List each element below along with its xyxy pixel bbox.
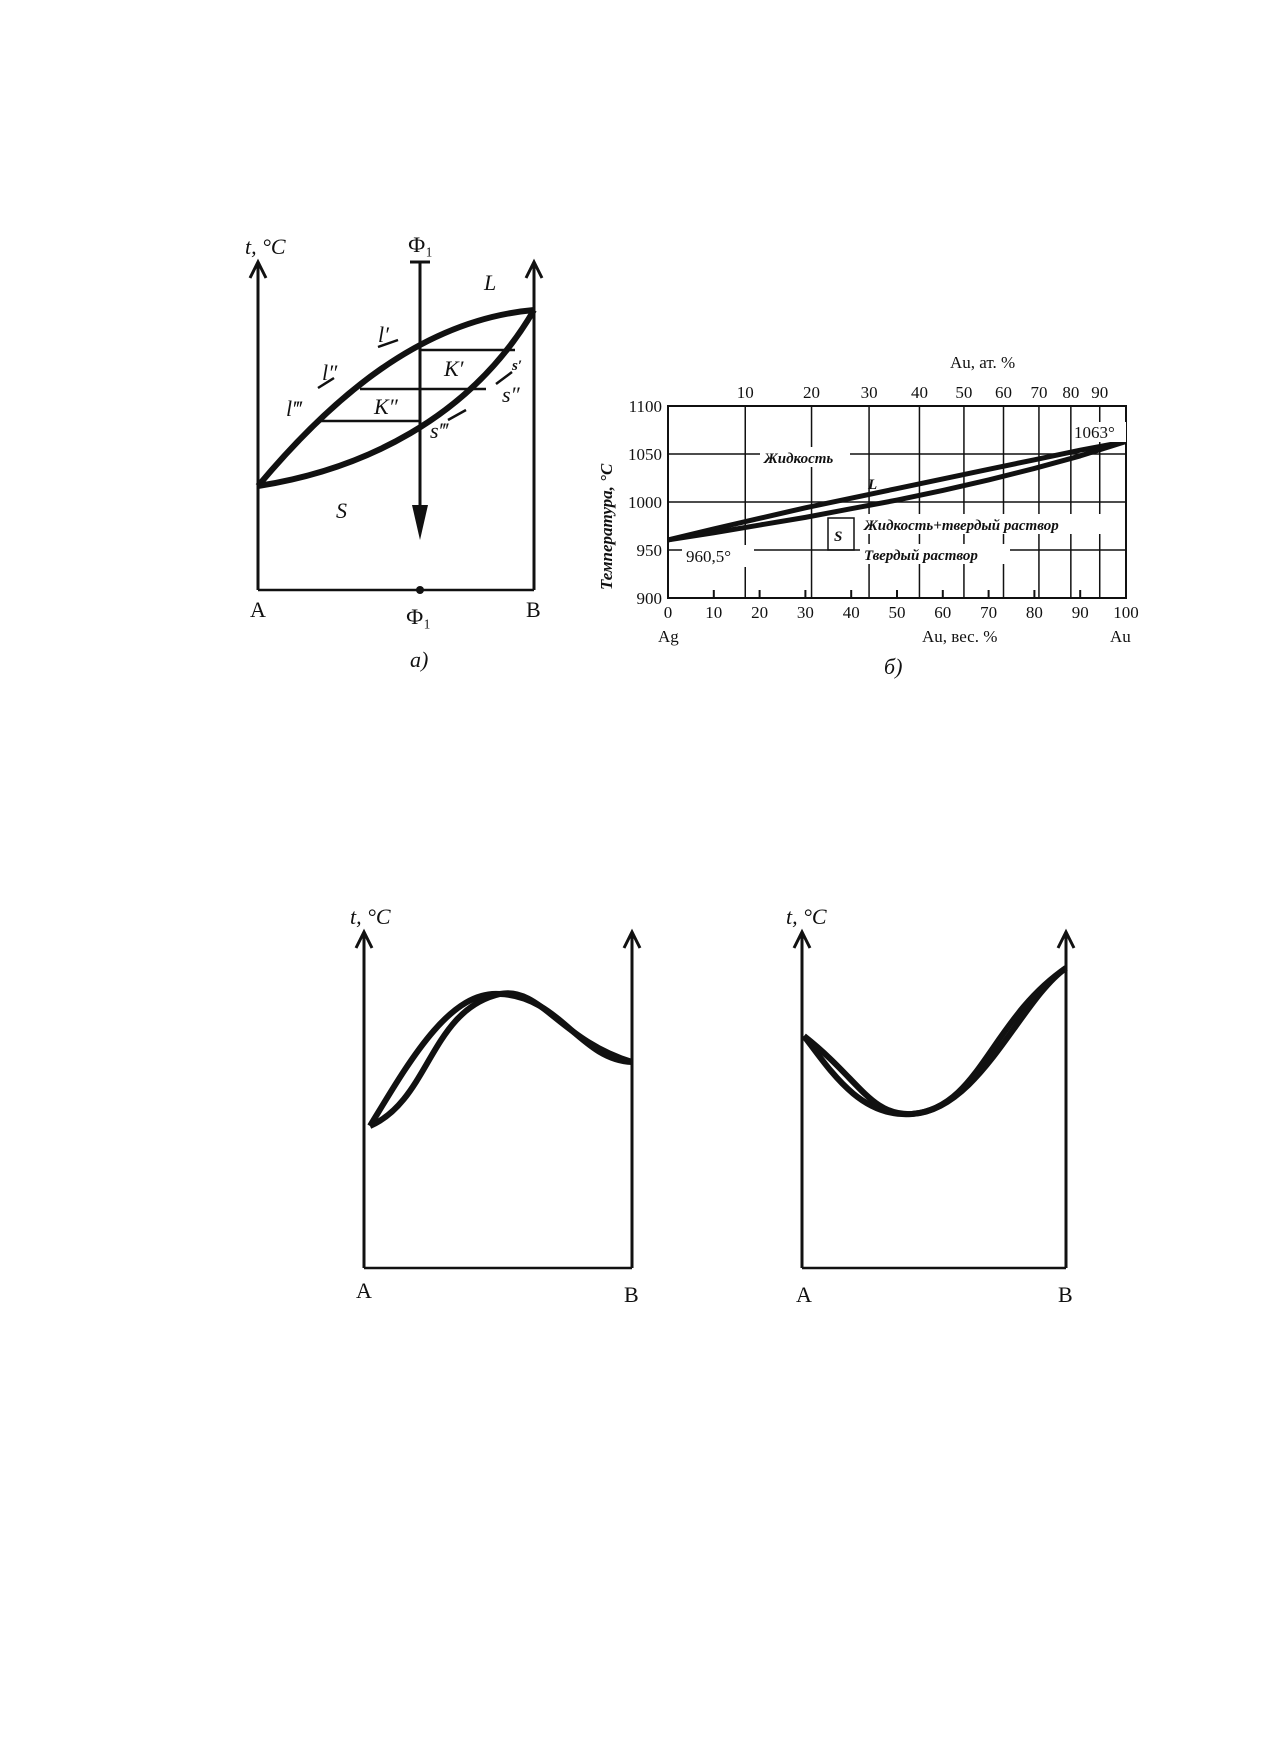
- b-top-tick-label-7: 80: [1062, 383, 1079, 402]
- b-top-tick-label-4: 50: [955, 383, 972, 402]
- c-y-axis-left-arrow: [354, 928, 374, 949]
- figure-c: t, °C A B: [350, 904, 642, 1307]
- d-y-axis-right-arrow: [1056, 928, 1076, 949]
- b-mark-S: S: [834, 529, 842, 545]
- b-top-tick-label-0: 10: [737, 383, 754, 402]
- b-x-tick-label-7: 70: [980, 603, 997, 622]
- b-x-right-label: Au: [1110, 627, 1131, 646]
- b-series: [667, 439, 1127, 543]
- c-solidus-curve: [368, 990, 633, 1129]
- a-y-axis-right-arrow: [524, 258, 544, 279]
- b-x-tick-label-9: 90: [1072, 603, 1089, 622]
- d-left-end-label: A: [796, 1282, 812, 1307]
- b-x-tick-label-4: 40: [843, 603, 860, 622]
- a-composition-dot: [416, 586, 424, 594]
- b-mix-label-bg: [860, 514, 1110, 534]
- a-y-axis-left-arrow: [248, 258, 268, 279]
- b-x-axis-title: Au, вес. %: [922, 627, 997, 646]
- b-x-tick-label-5: 50: [889, 603, 906, 622]
- a-right-end-label: B: [526, 597, 541, 622]
- a-arrow-s3: [447, 408, 467, 422]
- c-right-end-label: B: [624, 1282, 639, 1307]
- b-y-tick-label-4: 900: [637, 589, 663, 608]
- b-top-tick-label-6: 70: [1030, 383, 1047, 402]
- a-tie-upper-label: K′: [443, 356, 465, 381]
- b-x-tick-label-0: 0: [664, 603, 673, 622]
- b-y-tick-label-1: 1050: [628, 445, 662, 464]
- b-temp-left-bg: [682, 545, 754, 567]
- b-liquid-label-bg: [760, 447, 850, 467]
- b-ticks: 0 10 20 30 40 50 60 70 80 90 100 10 20 30 40 50 60 70 80 90…: [628, 383, 1139, 622]
- b-temp-right: 1063°: [1074, 423, 1115, 442]
- b-x-tick-label-1: 10: [705, 603, 722, 622]
- d-liquidus-curve: [801, 965, 1068, 1118]
- a-tie-lower-label: K″: [373, 394, 399, 419]
- a-cooling-arrow: [412, 505, 428, 540]
- a-phase-bottom-label: Ф₁: [406, 604, 431, 629]
- b-mark-L: L: [867, 477, 877, 493]
- b-liquid-label: Жидкость: [763, 451, 833, 467]
- a-l2-label: l″: [322, 360, 338, 385]
- d-right-end-label: B: [1058, 1282, 1073, 1307]
- b-solid-label: Твердый раствор: [864, 548, 978, 564]
- figure-a: t, °C Ф₁ Ф₁ A B L S K′ K″ l′ l″ l‴ s′ s″…: [245, 232, 544, 672]
- b-top-tick-label-2: 30: [861, 383, 878, 402]
- b-y-tick-label-3: 950: [637, 541, 663, 560]
- figure-d: t, °C A B: [786, 904, 1076, 1307]
- a-s2-label: s″: [502, 382, 521, 407]
- b-series-line-1: [667, 439, 1127, 543]
- a-l3-label: l‴: [286, 396, 303, 421]
- c-left-end-label: A: [356, 1278, 372, 1303]
- b-x-left-label: Ag: [658, 627, 679, 646]
- a-solid-region-label: S: [336, 498, 347, 523]
- a-s1-label: s′: [511, 358, 522, 374]
- b-x-tick-label-8: 80: [1026, 603, 1043, 622]
- c-y-axis-right-arrow: [622, 928, 642, 949]
- figure-b: 0 10 20 30 40 50 60 70 80 90 100 10 20 30 40 50 60 70 80 90…: [597, 353, 1139, 679]
- b-series-line-0: [667, 439, 1127, 543]
- d-solidus-curve: [802, 965, 1068, 1118]
- b-top-axis-title: Au, ат. %: [950, 353, 1015, 372]
- a-arrow-l2: [317, 376, 335, 390]
- c-liquidus-curve: [367, 990, 633, 1128]
- b-x-tick-label-3: 30: [797, 603, 814, 622]
- b-y-tick-label-2: 1000: [628, 493, 662, 512]
- a-liquid-region-label: L: [483, 270, 496, 295]
- a-arrow-l1: [377, 338, 399, 349]
- a-arrow-s2: [495, 371, 513, 385]
- b-top-tick-label-1: 20: [803, 383, 820, 402]
- b-y-tick-label-0: 1100: [629, 397, 662, 416]
- b-mix-label: Жидкость+твердый раствор: [863, 518, 1059, 534]
- a-y-axis-label: t, °C: [245, 234, 286, 259]
- b-y-axis-label: Температура, °C: [597, 463, 616, 590]
- d-y-axis-label: t, °C: [786, 904, 827, 929]
- b-caption: б): [884, 654, 902, 679]
- b-solid-label-bg: [860, 544, 1010, 564]
- a-left-end-label: A: [250, 597, 266, 622]
- a-phase-top-label: Ф₁: [408, 232, 433, 257]
- d-y-axis-left-arrow: [792, 928, 812, 949]
- b-x-tick-label-2: 20: [751, 603, 768, 622]
- a-s3-label: s‴: [430, 418, 450, 443]
- a-liquidus-curve: [255, 307, 535, 488]
- b-x-tick-label-10: 100: [1113, 603, 1139, 622]
- b-top-tick-label-3: 40: [911, 383, 928, 402]
- b-top-tick-label-5: 60: [995, 383, 1012, 402]
- b-x-tick-label-6: 60: [934, 603, 951, 622]
- b-top-tick-label-8: 90: [1091, 383, 1108, 402]
- b-temp-left: 960,5°: [686, 547, 731, 566]
- b-mark-S-box: [827, 517, 855, 551]
- a-l1-label: l′: [378, 322, 390, 347]
- a-caption: а): [410, 647, 428, 672]
- b-temp-right-bg: [1072, 422, 1126, 442]
- c-y-axis-label: t, °C: [350, 904, 391, 929]
